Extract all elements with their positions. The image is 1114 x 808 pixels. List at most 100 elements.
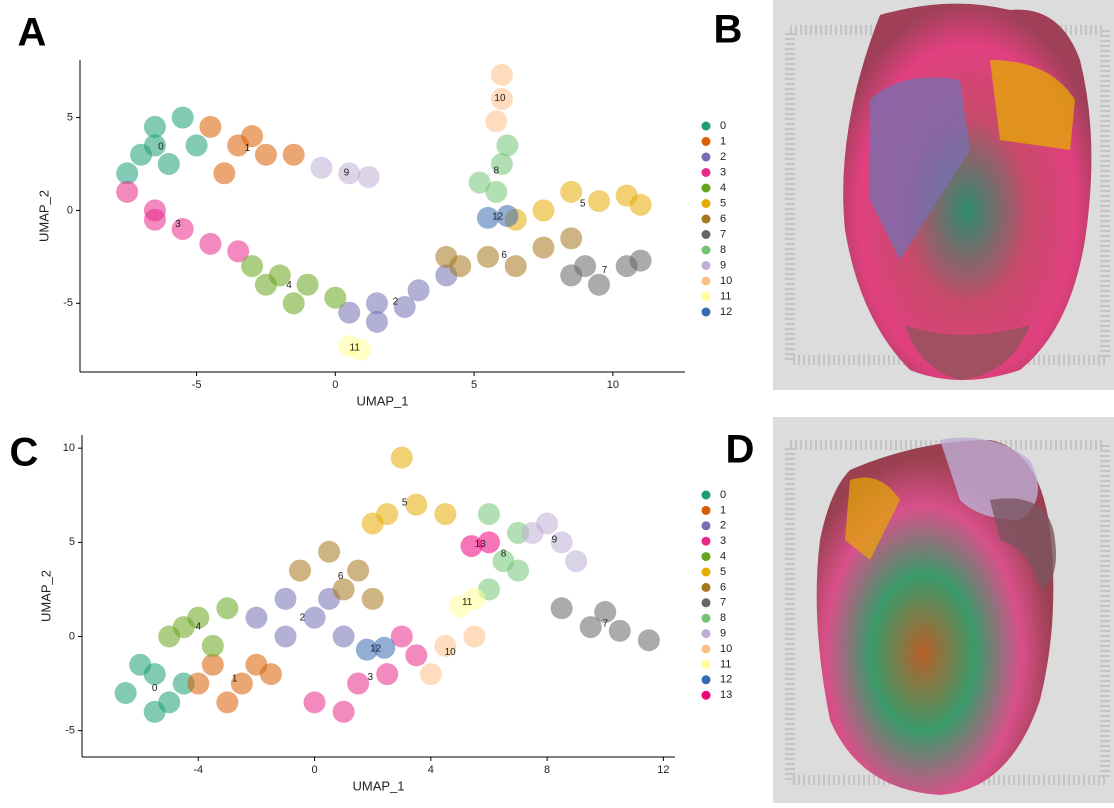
cluster-point	[230, 672, 253, 695]
cluster-point	[490, 153, 513, 175]
cluster-point	[532, 199, 555, 222]
legend-swatch	[701, 690, 711, 700]
cluster-point	[171, 218, 194, 240]
panel-label: B	[714, 8, 743, 52]
legend-label: 1	[720, 135, 726, 147]
x-axis-title: UMAP_1	[356, 393, 408, 408]
cluster-point	[143, 700, 166, 723]
legend-label: 0	[720, 489, 726, 501]
cluster-label: 10	[445, 647, 457, 658]
cluster-point	[587, 190, 610, 213]
x-tick-label: -4	[193, 764, 203, 776]
legend-label: 7	[720, 597, 726, 609]
cluster-point	[349, 338, 372, 361]
y-tick-label: 0	[67, 204, 73, 216]
cluster-label: 6	[338, 571, 344, 582]
cluster-label: 5	[580, 199, 586, 210]
cluster-point	[476, 206, 499, 229]
cluster-point	[496, 205, 519, 227]
cluster-point	[172, 616, 195, 639]
cluster-point	[490, 63, 513, 86]
cluster-point	[274, 625, 297, 648]
cluster-point	[390, 625, 413, 648]
cluster-point	[376, 663, 399, 686]
cluster-point	[143, 208, 166, 231]
cluster-label: 1	[245, 143, 251, 154]
y-axis-title: UMAP_2	[36, 190, 51, 242]
cluster-label: 13	[475, 539, 487, 550]
cluster-point	[282, 292, 305, 315]
cluster-point	[405, 493, 428, 516]
legend-label: 5	[720, 197, 726, 209]
cluster-point	[259, 663, 282, 686]
x-tick-label: 0	[311, 764, 317, 776]
cluster-point	[485, 110, 508, 133]
x-tick-label: 4	[428, 764, 434, 776]
cluster-label: 10	[494, 93, 506, 104]
legend-label: 5	[720, 566, 726, 578]
cluster-point	[357, 166, 380, 188]
cluster-point	[303, 606, 326, 629]
cluster-label: 0	[152, 683, 158, 694]
cluster-label: 11	[350, 342, 361, 353]
cluster-point	[565, 550, 588, 573]
legend-swatch	[701, 276, 711, 286]
cluster-label: 5	[402, 497, 408, 508]
cluster-point	[594, 601, 617, 624]
cluster-point	[405, 644, 428, 667]
x-tick-label: 8	[544, 764, 550, 776]
cluster-point	[463, 625, 486, 648]
cluster-point	[550, 597, 573, 620]
legend-swatch	[701, 598, 711, 608]
cluster-point	[143, 115, 166, 138]
legend-label: 8	[720, 244, 726, 256]
cluster-label: 9	[552, 535, 558, 546]
cluster-point	[201, 634, 224, 657]
cluster-point	[365, 292, 388, 315]
legend-label: 6	[720, 213, 726, 225]
y-tick-label: 5	[67, 111, 73, 123]
cluster-point	[245, 606, 268, 629]
cluster-point	[550, 531, 573, 554]
cluster-point	[157, 153, 180, 175]
cluster-point	[254, 143, 277, 166]
legend-swatch	[701, 137, 711, 146]
legend-swatch	[701, 490, 711, 500]
x-tick-label: -5	[192, 379, 202, 391]
cluster-point	[507, 559, 530, 582]
legend-label: 6	[720, 581, 726, 593]
x-tick-label: 0	[332, 379, 338, 391]
legend-label: 9	[720, 628, 726, 640]
cluster-point	[347, 559, 370, 582]
cluster-point	[143, 134, 166, 157]
legend-label: 11	[720, 290, 731, 302]
x-tick-label: 12	[657, 764, 669, 776]
y-tick-label: -5	[65, 725, 75, 737]
cluster-point	[303, 691, 326, 714]
legend-label: 12	[720, 306, 732, 318]
cluster-point	[289, 559, 312, 582]
legend-swatch	[701, 230, 711, 239]
cluster-point	[560, 227, 583, 250]
cluster-point	[393, 296, 416, 318]
y-tick-label: 10	[63, 442, 75, 454]
cluster-point	[434, 503, 457, 526]
cluster-label: 4	[286, 280, 292, 291]
legend-label: 3	[720, 166, 726, 178]
cluster-point	[579, 616, 602, 639]
legend-label: 10	[720, 275, 732, 287]
cluster-point	[560, 180, 583, 203]
legend-swatch	[701, 121, 711, 131]
cluster-label: 6	[501, 250, 507, 261]
x-tick-label: 10	[607, 379, 619, 391]
cluster-label: 8	[501, 548, 507, 559]
cluster-point	[435, 245, 458, 268]
panel-label: D	[726, 428, 755, 472]
cluster-label: 12	[492, 212, 504, 223]
cluster-label: 2	[393, 296, 399, 307]
cluster-point	[468, 171, 491, 194]
legend-label: 10	[720, 643, 732, 655]
cluster-point	[185, 134, 208, 157]
cluster-label: 8	[494, 166, 500, 177]
cluster-point	[216, 691, 239, 714]
